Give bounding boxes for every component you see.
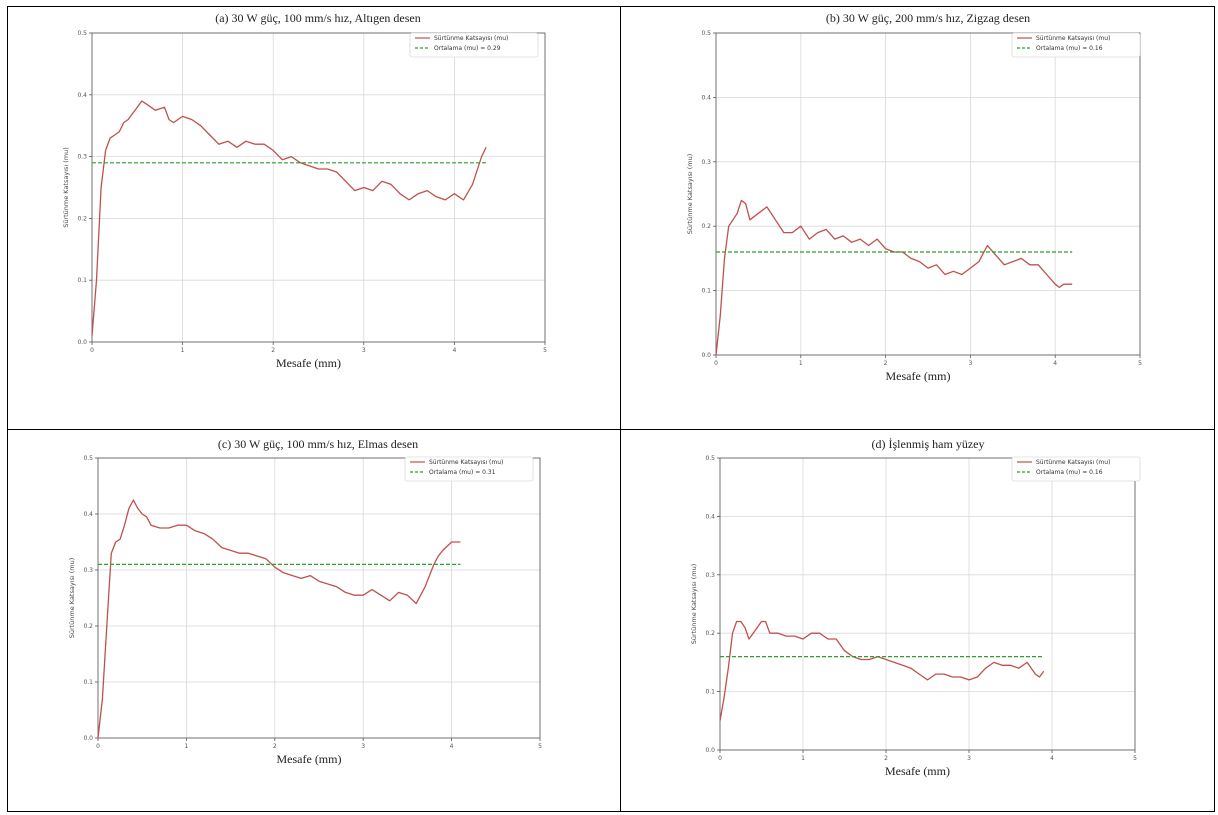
cell-divider-vertical	[620, 7, 621, 811]
chart-3: (d) İşlenmiş ham yüzey 0 1 2 3 4 5 0.0 0.1 0.2 0.3…	[690, 437, 1141, 778]
y-tick-label: 0.2	[701, 223, 711, 230]
chart-title: (b) 30 W güç, 200 mm/s hız, Zigzag desen	[826, 11, 1030, 25]
chart-title: (a) 30 W güç, 100 mm/s hız, Altıgen dese…	[215, 11, 421, 25]
chart-0: (a) 30 W güç, 100 mm/s hız, Altıgen dese…	[62, 11, 547, 370]
friction-line	[719, 620, 1045, 721]
x-tick-label: 3	[968, 360, 972, 367]
y-tick-label: 0.2	[77, 215, 87, 222]
x-tick-label: 5	[1133, 755, 1137, 762]
y-tick-label: 0.3	[83, 567, 93, 574]
x-tick-label: 3	[362, 347, 366, 354]
x-axis-label: Mesafe (mm)	[277, 752, 342, 766]
y-tick-label: 0.0	[77, 339, 87, 346]
cell-divider-horizontal	[8, 429, 1214, 430]
chart-title: (c) 30 W güç, 100 mm/s hız, Elmas desen	[218, 437, 418, 451]
x-tick-label: 4	[1053, 360, 1057, 367]
plot-frame	[715, 32, 1141, 356]
y-tick-label: 0.1	[83, 679, 93, 686]
x-tick-label: 2	[271, 347, 275, 354]
chart-2: (c) 30 W güç, 100 mm/s hız, Elmas desen 0…	[68, 437, 542, 766]
plot-frame	[91, 32, 546, 343]
y-tick-label: 0.0	[83, 735, 93, 742]
y-tick-label: 0.2	[83, 623, 93, 630]
y-tick-label: 0.0	[701, 352, 711, 359]
y-axis-label: Sürtünme Katsayısı (mu)	[62, 147, 70, 228]
x-tick-label: 5	[543, 347, 547, 354]
y-tick-label: 0.4	[701, 94, 711, 101]
x-tick-label: 5	[538, 743, 542, 750]
legend-entry: Ortalama (mu) = 0.29	[434, 45, 501, 52]
legend: Sürtünme Katsayısı (mu) Ortalama (mu) = 0…	[404, 456, 534, 482]
y-tick-label: 0.4	[83, 511, 93, 518]
friction-line	[91, 100, 487, 336]
legend-entry: Sürtünme Katsayısı (mu)	[429, 459, 503, 466]
legend-entry: Sürtünme Katsayısı (mu)	[1036, 459, 1110, 466]
x-tick-label: 2	[273, 743, 277, 750]
y-tick-label: 0.5	[83, 455, 93, 462]
legend: Sürtünme Katsayısı (mu) Ortalama (mu) = 0…	[1011, 456, 1141, 482]
y-tick-label: 0.4	[77, 92, 87, 99]
x-tick-label: 4	[450, 743, 454, 750]
y-tick-label: 0.2	[705, 630, 715, 637]
y-axis-label: Sürtünme Katsayısı (mu)	[68, 558, 76, 639]
x-tick-label: 1	[801, 755, 805, 762]
legend-box	[409, 32, 539, 58]
y-tick-label: 0.1	[77, 277, 87, 284]
legend: Sürtünme Katsayısı (mu) Ortalama (mu) = 0…	[409, 32, 539, 58]
x-axis-label: Mesafe (mm)	[886, 369, 951, 383]
y-tick-label: 0.3	[77, 154, 87, 161]
x-tick-label: 1	[184, 743, 188, 750]
x-tick-label: 0	[718, 755, 722, 762]
legend-box	[1011, 456, 1141, 482]
y-tick-label: 0.1	[701, 288, 711, 295]
plot-frame	[97, 457, 541, 739]
legend-box	[404, 456, 534, 482]
y-tick-label: 0.3	[705, 572, 715, 579]
y-tick-label: 0.4	[705, 513, 715, 520]
x-tick-label: 5	[1138, 360, 1142, 367]
x-tick-label: 1	[799, 360, 803, 367]
chart-1: (b) 30 W güç, 200 mm/s hız, Zigzag desen…	[686, 11, 1142, 383]
y-tick-label: 0.5	[701, 30, 711, 37]
y-tick-label: 0.5	[77, 30, 87, 37]
y-tick-label: 0.1	[705, 689, 715, 696]
y-axis-label: Sürtünme Katsayısı (mu)	[690, 564, 698, 645]
y-tick-label: 0.3	[701, 159, 711, 166]
x-tick-label: 4	[1050, 755, 1054, 762]
legend-entry: Sürtünme Katsayısı (mu)	[1036, 35, 1110, 42]
x-tick-label: 0	[714, 360, 718, 367]
friction-line	[715, 199, 1073, 356]
friction-line	[97, 499, 461, 739]
chart-title: (d) İşlenmiş ham yüzey	[872, 437, 985, 451]
x-tick-label: 2	[884, 755, 888, 762]
legend: Sürtünme Katsayısı (mu) Ortalama (mu) = 0…	[1011, 32, 1141, 58]
legend-entry: Ortalama (mu) = 0.16	[1036, 469, 1103, 476]
x-tick-label: 0	[90, 347, 94, 354]
x-tick-label: 0	[96, 743, 100, 750]
y-tick-label: 0.0	[705, 747, 715, 754]
x-axis-label: Mesafe (mm)	[885, 764, 950, 778]
legend-entry: Sürtünme Katsayısı (mu)	[434, 35, 508, 42]
figure-grid	[7, 6, 1215, 812]
legend-entry: Ortalama (mu) = 0.31	[429, 469, 496, 476]
x-tick-label: 1	[181, 347, 185, 354]
legend-box	[1011, 32, 1141, 58]
x-tick-label: 3	[967, 755, 971, 762]
x-tick-label: 2	[884, 360, 888, 367]
x-tick-label: 4	[452, 347, 456, 354]
y-axis-label: Sürtünme Katsayısı (mu)	[686, 154, 694, 235]
legend-entry: Ortalama (mu) = 0.16	[1036, 45, 1103, 52]
y-tick-label: 0.5	[705, 455, 715, 462]
x-tick-label: 3	[361, 743, 365, 750]
plot-frame	[719, 457, 1136, 751]
x-axis-label: Mesafe (mm)	[276, 356, 341, 370]
